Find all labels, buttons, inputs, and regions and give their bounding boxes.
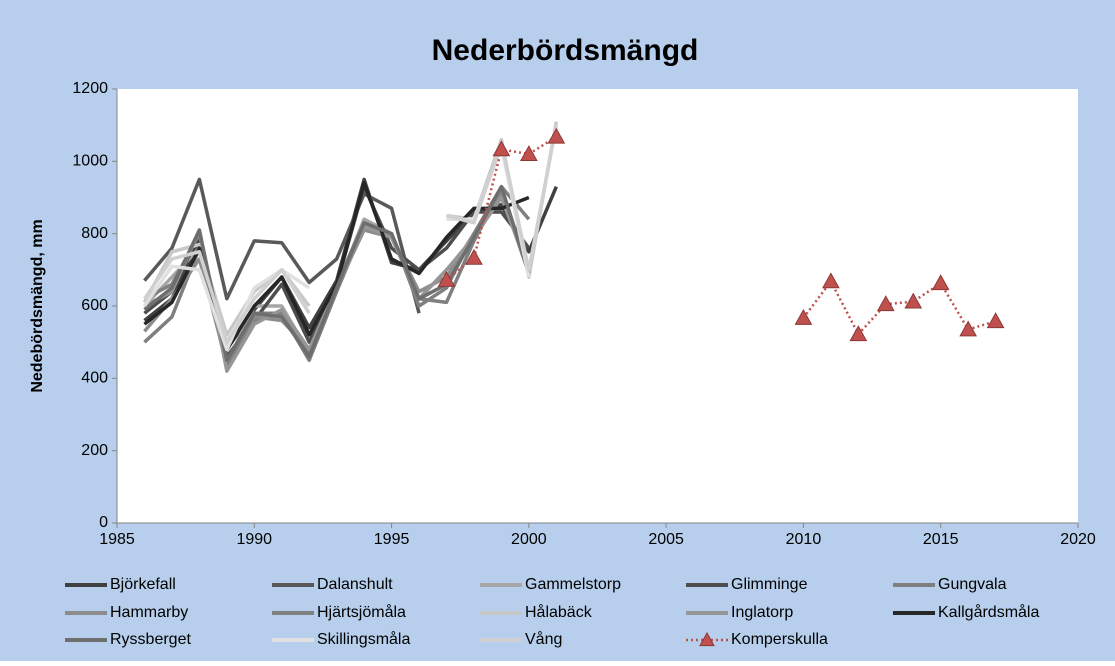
x-tick-label: 2015 [923, 531, 959, 548]
y-tick-label: 600 [81, 297, 108, 314]
legend-label: Komperskulla [731, 631, 828, 648]
chart-title: Nederbördsmängd [432, 34, 699, 67]
series-line [143, 177, 421, 314]
series-line [143, 184, 531, 362]
legend-label: Björkefall [110, 576, 176, 593]
legend-label: Glimminge [731, 576, 808, 593]
legend-label: Dalanshult [317, 576, 393, 593]
data-point [520, 145, 538, 161]
y-tick-label: 0 [99, 514, 108, 531]
legend-marker [699, 631, 715, 647]
legend-label: Hålabäck [525, 603, 593, 621]
x-tick-label: 2000 [511, 531, 547, 548]
data-point [492, 140, 511, 157]
data-point [465, 248, 483, 265]
legend-label: Hjärtsjömåla [317, 603, 406, 621]
data-point [986, 312, 1005, 329]
y-axis-label: Nedebördsmängd, mm [29, 219, 46, 392]
x-tick-label: 1985 [99, 531, 135, 548]
legend-label: Hammarby [110, 604, 188, 621]
data-point [547, 127, 566, 144]
series-line [445, 135, 996, 336]
y-tick-label: 200 [81, 442, 108, 459]
data-point [849, 325, 868, 342]
legend-label: Inglatorp [731, 604, 793, 621]
data-point [931, 274, 950, 291]
x-tick-label: 2010 [786, 531, 822, 548]
y-tick-label: 1200 [72, 80, 108, 97]
data-point [437, 270, 456, 287]
y-tick-label: 800 [81, 225, 108, 242]
legend-label: Skillingsmåla [317, 630, 410, 648]
x-tick-label: 2020 [1060, 531, 1096, 548]
data-point [794, 308, 813, 325]
data-point [876, 295, 895, 312]
y-tick-label: 400 [81, 370, 108, 387]
x-tick-label: 1995 [374, 531, 410, 548]
legend-label: Ryssberget [110, 631, 191, 648]
data-point [959, 320, 978, 337]
legend-label: Gungvala [938, 576, 1007, 593]
x-tick-label: 2005 [648, 531, 684, 548]
x-tick-label: 1990 [236, 531, 272, 548]
legend-label: Vång [525, 630, 562, 648]
data-point [904, 292, 923, 309]
legend-label: Gammelstorp [525, 576, 621, 593]
legend-label: Kallgårdsmåla [938, 603, 1039, 621]
data-point [822, 272, 840, 289]
y-tick-label: 1000 [72, 153, 108, 170]
